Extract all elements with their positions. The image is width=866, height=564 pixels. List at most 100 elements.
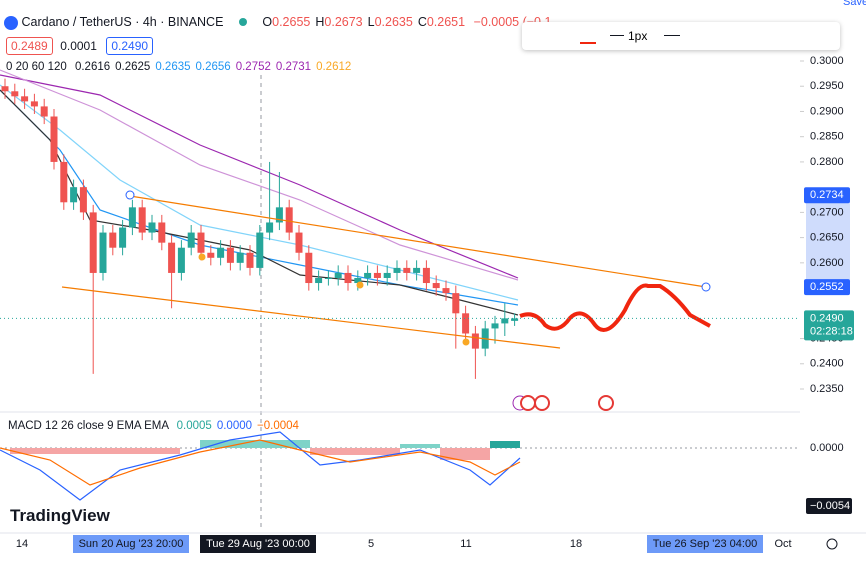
time-highlight: [647, 535, 763, 553]
spread: 0.0001: [60, 39, 97, 53]
ma-value: 0.2635: [155, 61, 191, 73]
candle-body: [168, 242, 176, 273]
channel: [61, 195, 707, 349]
y-tick-label: 0.2900: [810, 105, 844, 117]
width[interactable]: 1px: [628, 29, 648, 43]
candle-body: [364, 272, 372, 278]
y-tick-label: 0.2600: [810, 257, 844, 269]
ma-value: 0.2752: [235, 61, 271, 73]
candle-body: [158, 222, 166, 243]
last-price-badge: [804, 310, 854, 341]
macd-histogram: [10, 440, 520, 460]
candle-body: [403, 267, 411, 273]
color-swatch[interactable]: [580, 42, 596, 44]
coin-icon: [4, 15, 18, 30]
event-icons[interactable]: [512, 395, 614, 411]
ohlc-label: O: [262, 15, 273, 29]
candle-body: [344, 272, 352, 284]
candle-body: [432, 283, 440, 289]
candle-body: [471, 333, 479, 349]
line-icon: [610, 35, 624, 36]
symbol-row: Cardano / TetherUS · 4h · BINANCE O0.265…: [4, 15, 551, 30]
anchor[interactable]: [125, 190, 135, 200]
ohlc-value: 0.2651: [426, 15, 466, 29]
candle-body: [373, 272, 381, 278]
macd-axis-label: −0.0054: [810, 500, 850, 512]
candle-body: [413, 267, 421, 273]
candle-body: [246, 252, 254, 268]
y-tick-label: 0.2950: [810, 80, 844, 92]
time-label: 5: [368, 538, 374, 550]
candle-body: [89, 212, 97, 273]
macd-value: −0.0004: [257, 420, 299, 432]
time-axis: 14 Sun 20 Aug '23 20:00 Tue 29 Aug '23 00:…: [16, 535, 792, 553]
drawing: [519, 283, 711, 332]
time-label: Sun 20 Aug '23 20:00: [79, 538, 184, 550]
macd-legend: MACD 12 26 close 9 EMA EMA 0.0005 0.0000−…: [8, 420, 299, 432]
settings-icon[interactable]: [826, 538, 838, 550]
price-marker: [804, 279, 850, 296]
candle-body: [315, 277, 323, 284]
indicator-row: 0 20 60 120 0.2616 0.2625 0.2635 0.2656 0.27…: [6, 61, 351, 73]
quote-row: 0.2489 0.0001 0.2490: [6, 37, 157, 55]
macd-title: MACD 12 26 close 9 EMA EMA: [8, 420, 169, 432]
macd-axis-label: 0.0000: [810, 442, 844, 454]
macd-value: 0.0005: [176, 420, 212, 432]
candle-body: [1, 86, 9, 92]
candles: [1, 78, 519, 379]
ask[interactable]: 0.2490: [106, 37, 154, 55]
moving-averages: [0, 69, 519, 316]
candle-body: [275, 207, 283, 223]
time-label: 11: [460, 538, 471, 550]
signal-line: [0, 439, 521, 486]
candle-body: [109, 232, 117, 248]
ma-value: 0.2625: [115, 61, 151, 73]
y-tick-label: 0.2350: [810, 383, 844, 395]
ma-value: 0.2612: [316, 61, 352, 73]
candle-body: [422, 267, 430, 284]
price-marker-label: 0.2552: [810, 281, 844, 293]
ohlc-value: 0.2655: [272, 15, 311, 29]
candle-body: [266, 222, 274, 233]
time-label: Tue 29 Aug '23 00:00: [206, 538, 310, 550]
candle-body: [393, 267, 401, 273]
time-label: Oct: [774, 538, 791, 550]
candle-body: [79, 187, 87, 213]
candle-body: [50, 116, 58, 162]
drawing-toolbar: 1px: [522, 22, 840, 50]
y-tick-label: 0.2700: [810, 206, 844, 218]
macd-line: [0, 431, 521, 501]
save[interactable]: Save: [843, 0, 866, 8]
macd-badge: [806, 498, 852, 514]
candle-body: [177, 247, 185, 273]
brand-text: TradingView: [10, 506, 110, 525]
ohlc-label: H: [315, 15, 325, 29]
y-tick-label: 0.2800: [810, 156, 844, 168]
candle-body: [128, 207, 136, 228]
style-icon[interactable]: [664, 35, 680, 36]
ma-value: 0.2731: [275, 61, 312, 73]
ohlc-value: 0.2635: [374, 15, 413, 29]
countdown: 02:28:18: [810, 325, 853, 337]
ohlc-value: 0.2673: [324, 15, 363, 29]
candle-body: [119, 227, 127, 248]
candle-body: [99, 232, 107, 273]
event: [198, 253, 206, 261]
ohlc-label: L: [367, 15, 375, 29]
candle-body: [491, 323, 499, 329]
time-label: 18: [570, 538, 582, 550]
candle-body: [354, 277, 362, 284]
status-dot: [238, 18, 247, 26]
candle-body: [60, 161, 68, 203]
time-highlight: [200, 535, 316, 553]
candle-body: [70, 187, 78, 203]
ma-value: 0.2656: [195, 61, 231, 73]
ohlc: O0.2655 H0.2673 L0.2635 C0.2651: [262, 15, 470, 29]
ma-value: 0.2616: [74, 61, 111, 73]
y-tick-label: 0.2650: [810, 232, 844, 244]
candle-body: [285, 207, 293, 233]
anchor[interactable]: [701, 282, 711, 292]
candle-body: [324, 277, 332, 279]
bid[interactable]: 0.2489: [6, 37, 53, 55]
